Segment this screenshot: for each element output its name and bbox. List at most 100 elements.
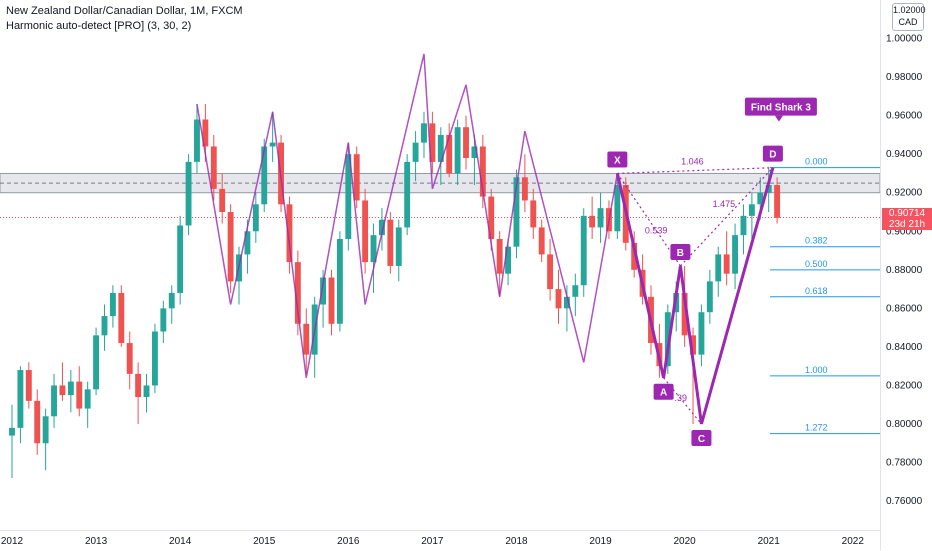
y-tick-label: 0.86000 bbox=[886, 303, 923, 314]
candle-body bbox=[227, 212, 234, 282]
point-b-label: B bbox=[677, 248, 684, 259]
candle-body bbox=[210, 146, 217, 189]
x-tick-label: 2018 bbox=[505, 536, 528, 547]
candle-body bbox=[336, 238, 343, 324]
candle-body bbox=[530, 200, 537, 228]
candle-body bbox=[774, 185, 781, 218]
y-tick-label: 0.82000 bbox=[886, 380, 923, 391]
candle-body bbox=[177, 225, 184, 293]
candle-body bbox=[126, 343, 133, 374]
x-tick-label: 2019 bbox=[589, 536, 612, 547]
y-tick-label: 0.98000 bbox=[886, 72, 923, 83]
candle-body bbox=[664, 312, 671, 367]
time-axis-panel[interactable] bbox=[0, 530, 880, 551]
candle-body bbox=[168, 292, 175, 309]
symbol-title[interactable]: New Zealand Dollar/Canadian Dollar, 1M, … bbox=[6, 5, 243, 17]
y-tick-label: 0.76000 bbox=[886, 496, 923, 507]
candle-body bbox=[538, 227, 545, 255]
candle-body bbox=[740, 215, 747, 236]
ratio-label: 1.475 bbox=[713, 199, 736, 209]
resistance-zone bbox=[0, 172, 881, 219]
fib-label: 1.272 bbox=[805, 423, 828, 433]
candle-body bbox=[488, 196, 495, 239]
candle-body bbox=[370, 235, 377, 263]
candle-body bbox=[252, 204, 259, 232]
y-tick-label: 0.78000 bbox=[886, 458, 923, 469]
candle-body bbox=[202, 119, 209, 147]
candle-body bbox=[387, 219, 394, 266]
candle-body bbox=[151, 331, 158, 386]
ratio-label: .39 bbox=[675, 393, 688, 403]
x-tick-label: 2015 bbox=[253, 536, 276, 547]
candle-body bbox=[395, 227, 402, 266]
candle-body bbox=[25, 370, 32, 401]
candle-body bbox=[353, 154, 360, 201]
candle-body bbox=[429, 123, 436, 162]
leg-bc bbox=[678, 265, 703, 425]
currency-badge[interactable]: 1.02000 CAD bbox=[892, 3, 926, 31]
price-axis-panel[interactable] bbox=[880, 0, 932, 550]
pattern-name-bubble bbox=[744, 97, 817, 116]
candle-body bbox=[732, 235, 739, 274]
candle-body bbox=[479, 146, 486, 197]
x-tick-label: 2021 bbox=[758, 536, 781, 547]
candle-body bbox=[404, 161, 411, 228]
price-axis[interactable]: 0.76000 0.78000 0.80000 0.82000 0.84000 0.860… bbox=[886, 34, 923, 508]
currency-unit: CAD bbox=[898, 17, 918, 27]
candle-body bbox=[294, 262, 301, 324]
candle-body bbox=[59, 385, 66, 396]
candle-body bbox=[513, 177, 520, 247]
leg-ab bbox=[662, 265, 682, 378]
ratio-xb bbox=[616, 173, 681, 267]
candle-body bbox=[496, 238, 503, 274]
axis-top-value: 1.02000 bbox=[893, 5, 926, 15]
point-x-label: X bbox=[614, 155, 621, 166]
last-price-tag: 0.90714 23d 21h bbox=[882, 208, 932, 230]
point-c-label: C bbox=[698, 434, 705, 445]
leg-xa bbox=[615, 173, 666, 379]
candle-body bbox=[101, 316, 108, 336]
point-x-marker bbox=[607, 151, 628, 168]
candle-body bbox=[471, 146, 478, 159]
y-tick-label: 0.84000 bbox=[886, 342, 923, 353]
time-axis[interactable]: 2012 2013 2014 2015 2016 2017 2018 2019 2020 2021… bbox=[1, 536, 864, 547]
fib-label: 0.382 bbox=[805, 236, 828, 246]
fibonacci-levels: 0.000 0.382 0.500 0.618 1.000 1.272 bbox=[770, 157, 880, 435]
candle-body bbox=[42, 416, 49, 444]
x-tick-label: 2017 bbox=[421, 536, 444, 547]
indicator-title[interactable]: Harmonic auto-detect [PRO] (3, 30, 2) bbox=[6, 20, 192, 32]
ratio-label: 1.046 bbox=[681, 157, 704, 167]
zigzag-line bbox=[196, 53, 619, 378]
candle-body bbox=[748, 204, 755, 216]
candle-body bbox=[505, 246, 512, 274]
candle-body bbox=[437, 134, 444, 162]
candle-body bbox=[547, 254, 554, 290]
candle-body bbox=[421, 123, 427, 143]
y-tick-label: 0.90000 bbox=[886, 226, 923, 237]
candle-body bbox=[572, 285, 579, 297]
candle-body bbox=[109, 292, 116, 317]
point-d-marker bbox=[762, 145, 783, 162]
fib-label: 0.500 bbox=[805, 259, 828, 269]
x-tick-label: 2016 bbox=[337, 536, 360, 547]
pattern-name-pointer bbox=[774, 115, 783, 122]
point-a-marker bbox=[653, 383, 674, 400]
candle-body bbox=[286, 204, 293, 263]
candle-body bbox=[345, 154, 352, 239]
point-d-label: D bbox=[769, 150, 776, 161]
y-tick-label: 0.88000 bbox=[886, 265, 923, 276]
candle-body bbox=[706, 281, 713, 313]
ratio-label: 0.539 bbox=[645, 226, 668, 236]
fib-label: 0.618 bbox=[805, 286, 828, 296]
y-tick-label: 0.96000 bbox=[886, 111, 923, 122]
x-tick-label: 2013 bbox=[85, 536, 108, 547]
y-tick-label: 1.00000 bbox=[886, 34, 923, 45]
candle-body bbox=[303, 323, 310, 355]
chart-legend: New Zealand Dollar/Canadian Dollar, 1M, … bbox=[6, 4, 243, 34]
candle-body bbox=[690, 335, 696, 355]
y-tick-label: 0.92000 bbox=[886, 188, 923, 199]
candle-body bbox=[463, 127, 469, 159]
candle-body bbox=[765, 185, 772, 193]
candle-body bbox=[328, 277, 335, 324]
